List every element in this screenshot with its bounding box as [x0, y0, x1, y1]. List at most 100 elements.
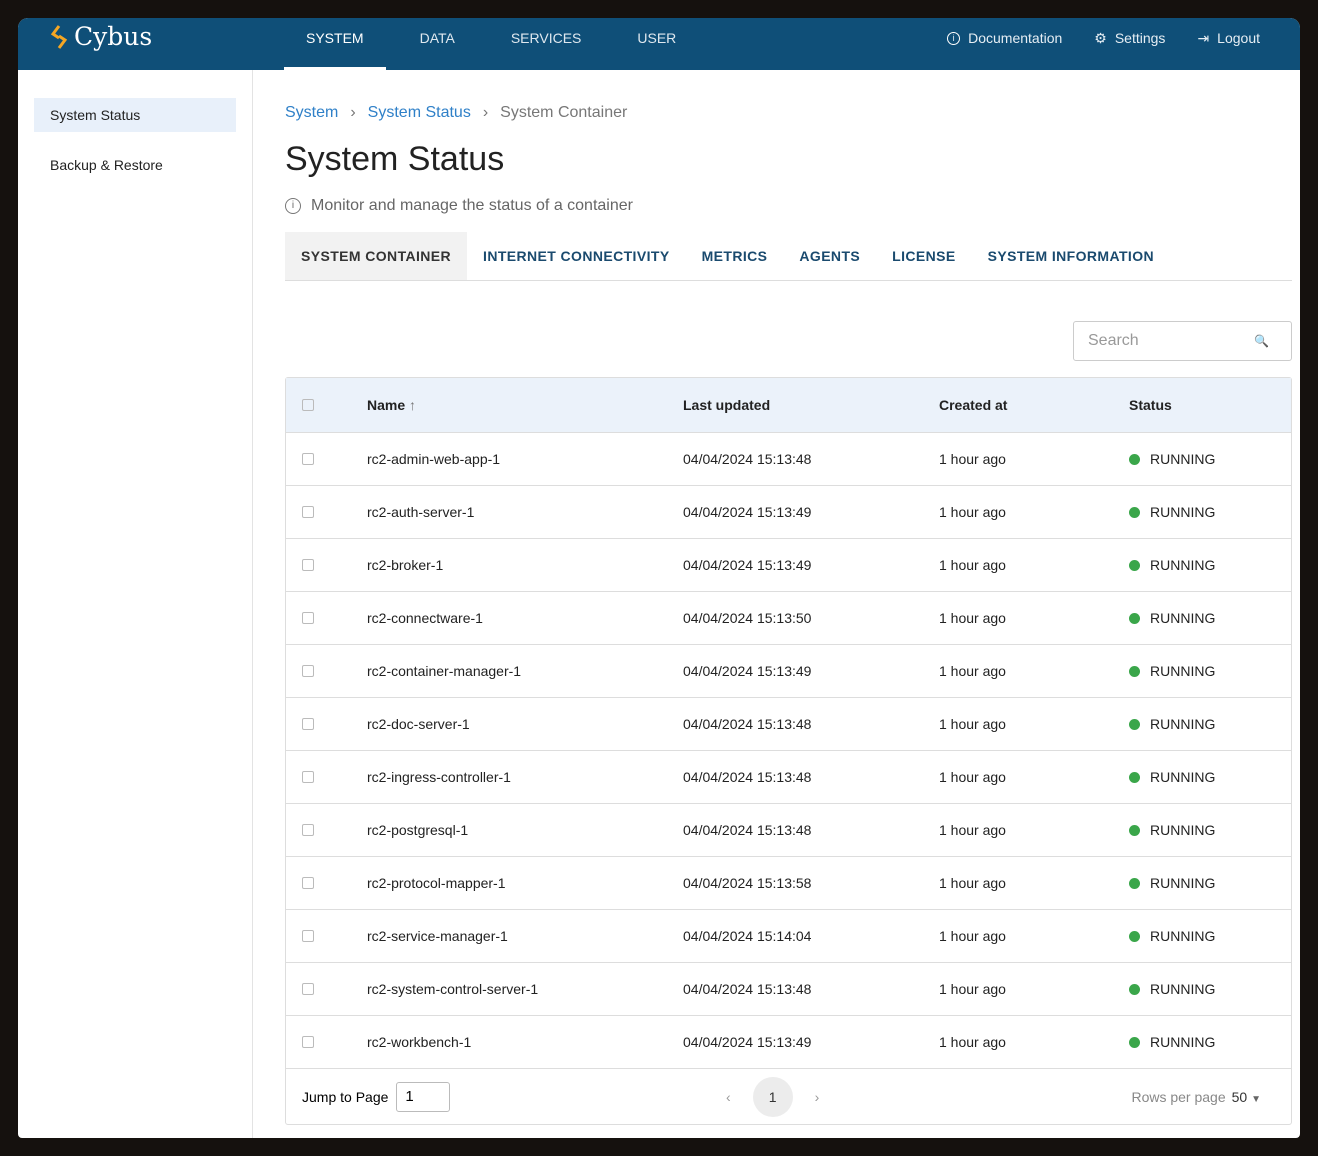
app-window: Cybus SYSTEM DATA SERVICES USER i Documen…	[18, 18, 1300, 1138]
cell-created-at: 1 hour ago	[939, 451, 1006, 467]
table-row[interactable]: rc2-connectware-1 04/04/2024 15:13:50 1 …	[286, 591, 1291, 644]
status-dot-icon	[1129, 877, 1140, 889]
nav-user[interactable]: USER	[637, 30, 677, 46]
row-checkbox[interactable]	[302, 930, 314, 942]
row-checkbox[interactable]	[302, 1036, 314, 1048]
cell-last-updated: 04/04/2024 15:14:04	[683, 928, 812, 944]
sidebar-item-system-status[interactable]: System Status	[34, 98, 236, 132]
table-row[interactable]: rc2-auth-server-1 04/04/2024 15:13:49 1 …	[286, 485, 1291, 538]
status-badge: RUNNING	[1129, 1034, 1215, 1050]
row-checkbox[interactable]	[302, 506, 314, 518]
table-footer: Jump to Page ‹ 1 › Rows per page 50 ▼	[286, 1068, 1291, 1124]
status-badge: RUNNING	[1129, 981, 1215, 997]
row-checkbox[interactable]	[302, 453, 314, 465]
table-row[interactable]: rc2-ingress-controller-1 04/04/2024 15:1…	[286, 750, 1291, 803]
row-checkbox[interactable]	[302, 877, 314, 889]
row-checkbox[interactable]	[302, 612, 314, 624]
search-icon[interactable]: 🔍	[1254, 334, 1269, 348]
tab-system-information[interactable]: SYSTEM INFORMATION	[987, 248, 1155, 264]
cell-name: rc2-ingress-controller-1	[367, 769, 511, 785]
cell-last-updated: 04/04/2024 15:13:58	[683, 875, 812, 891]
column-status[interactable]: Status	[1129, 397, 1172, 413]
cell-last-updated: 04/04/2024 15:13:49	[683, 504, 812, 520]
tab-license[interactable]: LICENSE	[892, 248, 956, 264]
column-name-label: Name	[367, 397, 406, 413]
settings-link[interactable]: ⚙ Settings	[1094, 30, 1165, 47]
cell-name: rc2-admin-web-app-1	[367, 451, 501, 467]
tab-system-container[interactable]: SYSTEM CONTAINER	[285, 232, 468, 280]
cell-created-at: 1 hour ago	[939, 557, 1006, 573]
table-row[interactable]: rc2-workbench-1 04/04/2024 15:13:49 1 ho…	[286, 1015, 1291, 1068]
cell-last-updated: 04/04/2024 15:13:49	[683, 663, 812, 679]
container-table: Name ↑ Last updated Created at Status rc…	[285, 377, 1292, 1125]
status-badge: RUNNING	[1129, 769, 1215, 785]
status-label: RUNNING	[1150, 981, 1216, 997]
chevron-right-icon: ›	[482, 104, 489, 121]
jump-to-page-input[interactable]	[396, 1081, 451, 1112]
cell-name: rc2-service-manager-1	[367, 928, 508, 944]
status-dot-icon	[1129, 665, 1140, 677]
search-input[interactable]: Search 🔍	[1073, 321, 1292, 361]
tab-internet-connectivity[interactable]: INTERNET CONNECTIVITY	[483, 248, 670, 264]
rows-per-page-value: 50	[1231, 1088, 1248, 1105]
table-row[interactable]: rc2-doc-server-1 04/04/2024 15:13:48 1 h…	[286, 697, 1291, 750]
sidebar: System Status Backup & Restore	[18, 70, 253, 1138]
cell-name: rc2-broker-1	[367, 557, 444, 573]
status-dot-icon	[1129, 612, 1140, 624]
table-row[interactable]: rc2-container-manager-1 04/04/2024 15:13…	[286, 644, 1291, 697]
table-row[interactable]: rc2-protocol-mapper-1 04/04/2024 15:13:5…	[286, 856, 1291, 909]
tab-metrics[interactable]: METRICS	[701, 248, 768, 264]
logo[interactable]: Cybus	[50, 22, 152, 51]
column-created-at[interactable]: Created at	[939, 397, 1008, 413]
documentation-link[interactable]: i Documentation	[947, 30, 1062, 46]
cell-created-at: 1 hour ago	[939, 716, 1006, 732]
cell-name: rc2-auth-server-1	[367, 504, 475, 520]
documentation-label: Documentation	[968, 30, 1063, 46]
table-row[interactable]: rc2-broker-1 04/04/2024 15:13:49 1 hour …	[286, 538, 1291, 591]
cell-name: rc2-container-manager-1	[367, 663, 522, 679]
cell-last-updated: 04/04/2024 15:13:48	[683, 822, 812, 838]
cell-created-at: 1 hour ago	[939, 822, 1006, 838]
breadcrumb-current: System Container	[500, 104, 628, 121]
row-checkbox[interactable]	[302, 824, 314, 836]
table-row[interactable]: rc2-service-manager-1 04/04/2024 15:14:0…	[286, 909, 1291, 962]
column-last-updated[interactable]: Last updated	[683, 397, 771, 413]
sidebar-item-backup-restore[interactable]: Backup & Restore	[50, 157, 163, 173]
column-name[interactable]: Name ↑	[367, 397, 683, 413]
cell-created-at: 1 hour ago	[939, 981, 1006, 997]
nav-services[interactable]: SERVICES	[510, 30, 582, 46]
status-badge: RUNNING	[1129, 875, 1215, 891]
chevron-left-icon[interactable]: ‹	[726, 1088, 731, 1105]
row-checkbox[interactable]	[302, 983, 314, 995]
table-row[interactable]: rc2-admin-web-app-1 04/04/2024 15:13:48 …	[286, 432, 1291, 485]
nav-system[interactable]: SYSTEM	[284, 18, 386, 70]
status-label: RUNNING	[1150, 451, 1216, 467]
table-header: Name ↑ Last updated Created at Status	[286, 378, 1291, 432]
cell-created-at: 1 hour ago	[939, 610, 1006, 626]
row-checkbox[interactable]	[302, 559, 314, 571]
chevron-right-icon[interactable]: ›	[814, 1088, 820, 1105]
logout-link[interactable]: ⇥ Logout	[1197, 30, 1260, 47]
status-label: RUNNING	[1150, 557, 1216, 573]
row-checkbox[interactable]	[302, 771, 314, 783]
page-1-button[interactable]: 1	[752, 1076, 793, 1117]
main-nav: SYSTEM DATA SERVICES USER	[284, 18, 710, 70]
table-row[interactable]: rc2-postgresql-1 04/04/2024 15:13:48 1 h…	[286, 803, 1291, 856]
row-checkbox[interactable]	[302, 718, 314, 730]
cell-created-at: 1 hour ago	[939, 663, 1006, 679]
status-dot-icon	[1129, 824, 1140, 836]
chevron-right-icon: ›	[350, 104, 356, 121]
page-subtitle: Monitor and manage the status of a conta…	[311, 197, 633, 214]
tab-agents[interactable]: AGENTS	[799, 248, 861, 264]
breadcrumb-system[interactable]: System	[285, 104, 339, 121]
breadcrumb-system-status[interactable]: System Status	[367, 104, 471, 121]
select-all-checkbox[interactable]	[302, 399, 314, 411]
nav-data[interactable]: DATA	[419, 30, 455, 46]
table-row[interactable]: rc2-system-control-server-1 04/04/2024 1…	[286, 962, 1291, 1015]
status-label: RUNNING	[1150, 769, 1216, 785]
info-icon: i	[285, 198, 301, 214]
cell-created-at: 1 hour ago	[939, 504, 1006, 520]
rows-per-page-select[interactable]: 50 ▼	[1232, 1089, 1261, 1105]
cell-name: rc2-doc-server-1	[367, 716, 470, 732]
row-checkbox[interactable]	[302, 665, 314, 677]
